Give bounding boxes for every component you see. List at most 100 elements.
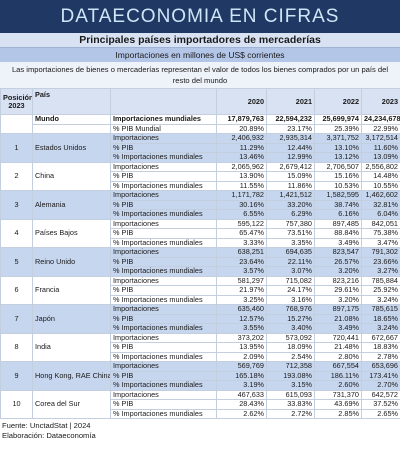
table-row: 2 China Importaciones 2,065,962 2,679,412 2,7… bbox=[0, 161, 400, 191]
value-cell: 3.24% bbox=[361, 294, 400, 305]
value-cell: 37.52% bbox=[361, 399, 400, 410]
value-cell: 20.89% bbox=[216, 123, 267, 134]
value-cell: 25.39% bbox=[314, 123, 362, 134]
value-cell: 715,082 bbox=[266, 275, 315, 286]
table-row: Mundo Importaciones mundiales 17,879,763 22… bbox=[0, 114, 400, 134]
value-cell: 6.04% bbox=[361, 209, 400, 220]
value-cell: 25.92% bbox=[361, 285, 400, 296]
value-cell: 11.86% bbox=[266, 180, 315, 191]
value-cell: 2,679,412 bbox=[266, 161, 315, 172]
value-cell: 29.61% bbox=[314, 285, 362, 296]
value-cell: 2,935,314 bbox=[266, 133, 315, 144]
value-cell: 3.49% bbox=[314, 323, 362, 334]
indicator: Importaciones bbox=[110, 332, 217, 343]
value-cell: 569,769 bbox=[216, 361, 267, 372]
indicator: % Importaciones mundiales bbox=[110, 323, 217, 334]
value-cell: 635,460 bbox=[216, 304, 267, 315]
indicator: % Importaciones mundiales bbox=[110, 266, 217, 277]
value-cell: 3.55% bbox=[216, 323, 267, 334]
value-cell: 32.81% bbox=[361, 199, 400, 210]
subtitle: Principales países importadores de merca… bbox=[0, 33, 400, 48]
indicator: % PIB bbox=[110, 256, 217, 267]
country-name: Corea del Sur bbox=[32, 389, 111, 419]
value-cell: 14.48% bbox=[361, 171, 400, 182]
value-cell: 694,635 bbox=[266, 247, 315, 258]
value-cell: 18.09% bbox=[266, 342, 315, 353]
rank-cell: 1 bbox=[0, 133, 33, 163]
indicator: % PIB bbox=[110, 285, 217, 296]
table-row: % PIB Mundial 20.89% 23.17% 25.39% 22.99% bbox=[1, 123, 400, 134]
table-body: Mundo Importaciones mundiales 17,879,763 22… bbox=[0, 114, 400, 419]
value-cell: 897,175 bbox=[314, 304, 362, 315]
country-name: India bbox=[32, 332, 111, 362]
indicator: Importaciones bbox=[110, 190, 217, 201]
table-row: % PIB 11.29% 12.44% 13.10% 11.60% bbox=[1, 142, 400, 153]
rank-cell: 4 bbox=[0, 218, 33, 248]
value-cell: 667,554 bbox=[314, 361, 362, 372]
value-cell: 18.83% bbox=[361, 342, 400, 353]
value-cell: 11.29% bbox=[216, 142, 267, 153]
value-cell: 75.38% bbox=[361, 228, 400, 239]
country-name: China bbox=[32, 161, 111, 191]
rank-cell: 5 bbox=[0, 247, 33, 277]
indicator: Importaciones bbox=[110, 389, 217, 400]
indicator: % PIB bbox=[110, 171, 217, 182]
value-cell: 25,699,974 bbox=[314, 114, 362, 125]
value-cell: 3.47% bbox=[361, 237, 400, 248]
country-name: Países Bajos bbox=[32, 218, 111, 248]
country-name: Reino Unido bbox=[32, 247, 111, 277]
value-cell: 186.11% bbox=[314, 370, 362, 381]
value-cell: 373,202 bbox=[216, 332, 267, 343]
value-cell: 12.57% bbox=[216, 313, 267, 324]
table-row: 7 Japón Importaciones 635,460 768,976 897,175… bbox=[0, 304, 400, 334]
value-cell: 24,234,678 bbox=[361, 114, 400, 125]
units: Importaciones en millones de US$ corrien… bbox=[0, 48, 400, 62]
table-row: % Importaciones mundiales 3.55% 3.40% 3.49%… bbox=[1, 323, 400, 334]
rank-cell: 7 bbox=[0, 304, 33, 334]
value-cell: 88.84% bbox=[314, 228, 362, 239]
indicator: Importaciones bbox=[110, 361, 217, 372]
value-cell: 642,572 bbox=[361, 389, 400, 400]
indicator: % Importaciones mundiales bbox=[110, 152, 217, 163]
value-cell: 23.64% bbox=[216, 256, 267, 267]
table-row: 6 Francia Importaciones 581,297 715,082 823,2… bbox=[0, 275, 400, 305]
indicator: % PIB Mundial bbox=[110, 123, 217, 134]
value-cell: 1,582,595 bbox=[314, 190, 362, 201]
value-cell: 30.16% bbox=[216, 199, 267, 210]
country-name: Mundo bbox=[32, 114, 111, 125]
value-cell: 2.80% bbox=[314, 351, 362, 362]
value-cell: 24.17% bbox=[266, 285, 315, 296]
indicator: Importaciones bbox=[110, 304, 217, 315]
table-row: % PIB 65.47% 73.51% 88.84% 75.38% bbox=[1, 228, 400, 239]
indicator: % PIB bbox=[110, 142, 217, 153]
value-cell: 3,371,752 bbox=[314, 133, 362, 144]
value-cell: 3.35% bbox=[266, 237, 315, 248]
value-cell: 73.51% bbox=[266, 228, 315, 239]
value-cell: 21.97% bbox=[216, 285, 267, 296]
table-row: 4 Países Bajos Importaciones 595,122 757,380… bbox=[0, 218, 400, 248]
country-name: Francia bbox=[32, 275, 111, 305]
value-cell: 22,594,232 bbox=[266, 114, 315, 125]
value-cell: 15.09% bbox=[266, 171, 315, 182]
table-row: % Importaciones mundiales 11.55% 11.86% 10.… bbox=[1, 180, 400, 191]
value-cell: 2.78% bbox=[361, 351, 400, 362]
value-cell: 3.16% bbox=[266, 294, 315, 305]
indicator: % PIB bbox=[110, 313, 217, 324]
value-cell: 3.20% bbox=[314, 266, 362, 277]
table-row: % PIB 165.18% 193.08% 186.11% 173.41% bbox=[1, 370, 400, 381]
value-cell: 3.33% bbox=[216, 237, 267, 248]
indicator: Importaciones bbox=[110, 247, 217, 258]
credit: Elaboración: Dataeconomía bbox=[2, 431, 96, 440]
value-cell: 842,051 bbox=[361, 218, 400, 229]
value-cell: 2.60% bbox=[314, 380, 362, 391]
source: Fuente: UnctadStat | 2024 bbox=[2, 421, 91, 430]
value-cell: 757,380 bbox=[266, 218, 315, 229]
value-cell: 653,696 bbox=[361, 361, 400, 372]
banner-title: DATAECONOMIA EN CIFRAS bbox=[0, 0, 400, 33]
table-row: % Importaciones mundiales 6.55% 6.29% 6.16%… bbox=[1, 209, 400, 220]
indicator: % PIB bbox=[110, 399, 217, 410]
value-cell: 3.49% bbox=[314, 237, 362, 248]
footer: Fuente: UnctadStat | 2024 Elaboración: D… bbox=[0, 419, 400, 441]
value-cell: 21.08% bbox=[314, 313, 362, 324]
value-cell: 823,216 bbox=[314, 275, 362, 286]
